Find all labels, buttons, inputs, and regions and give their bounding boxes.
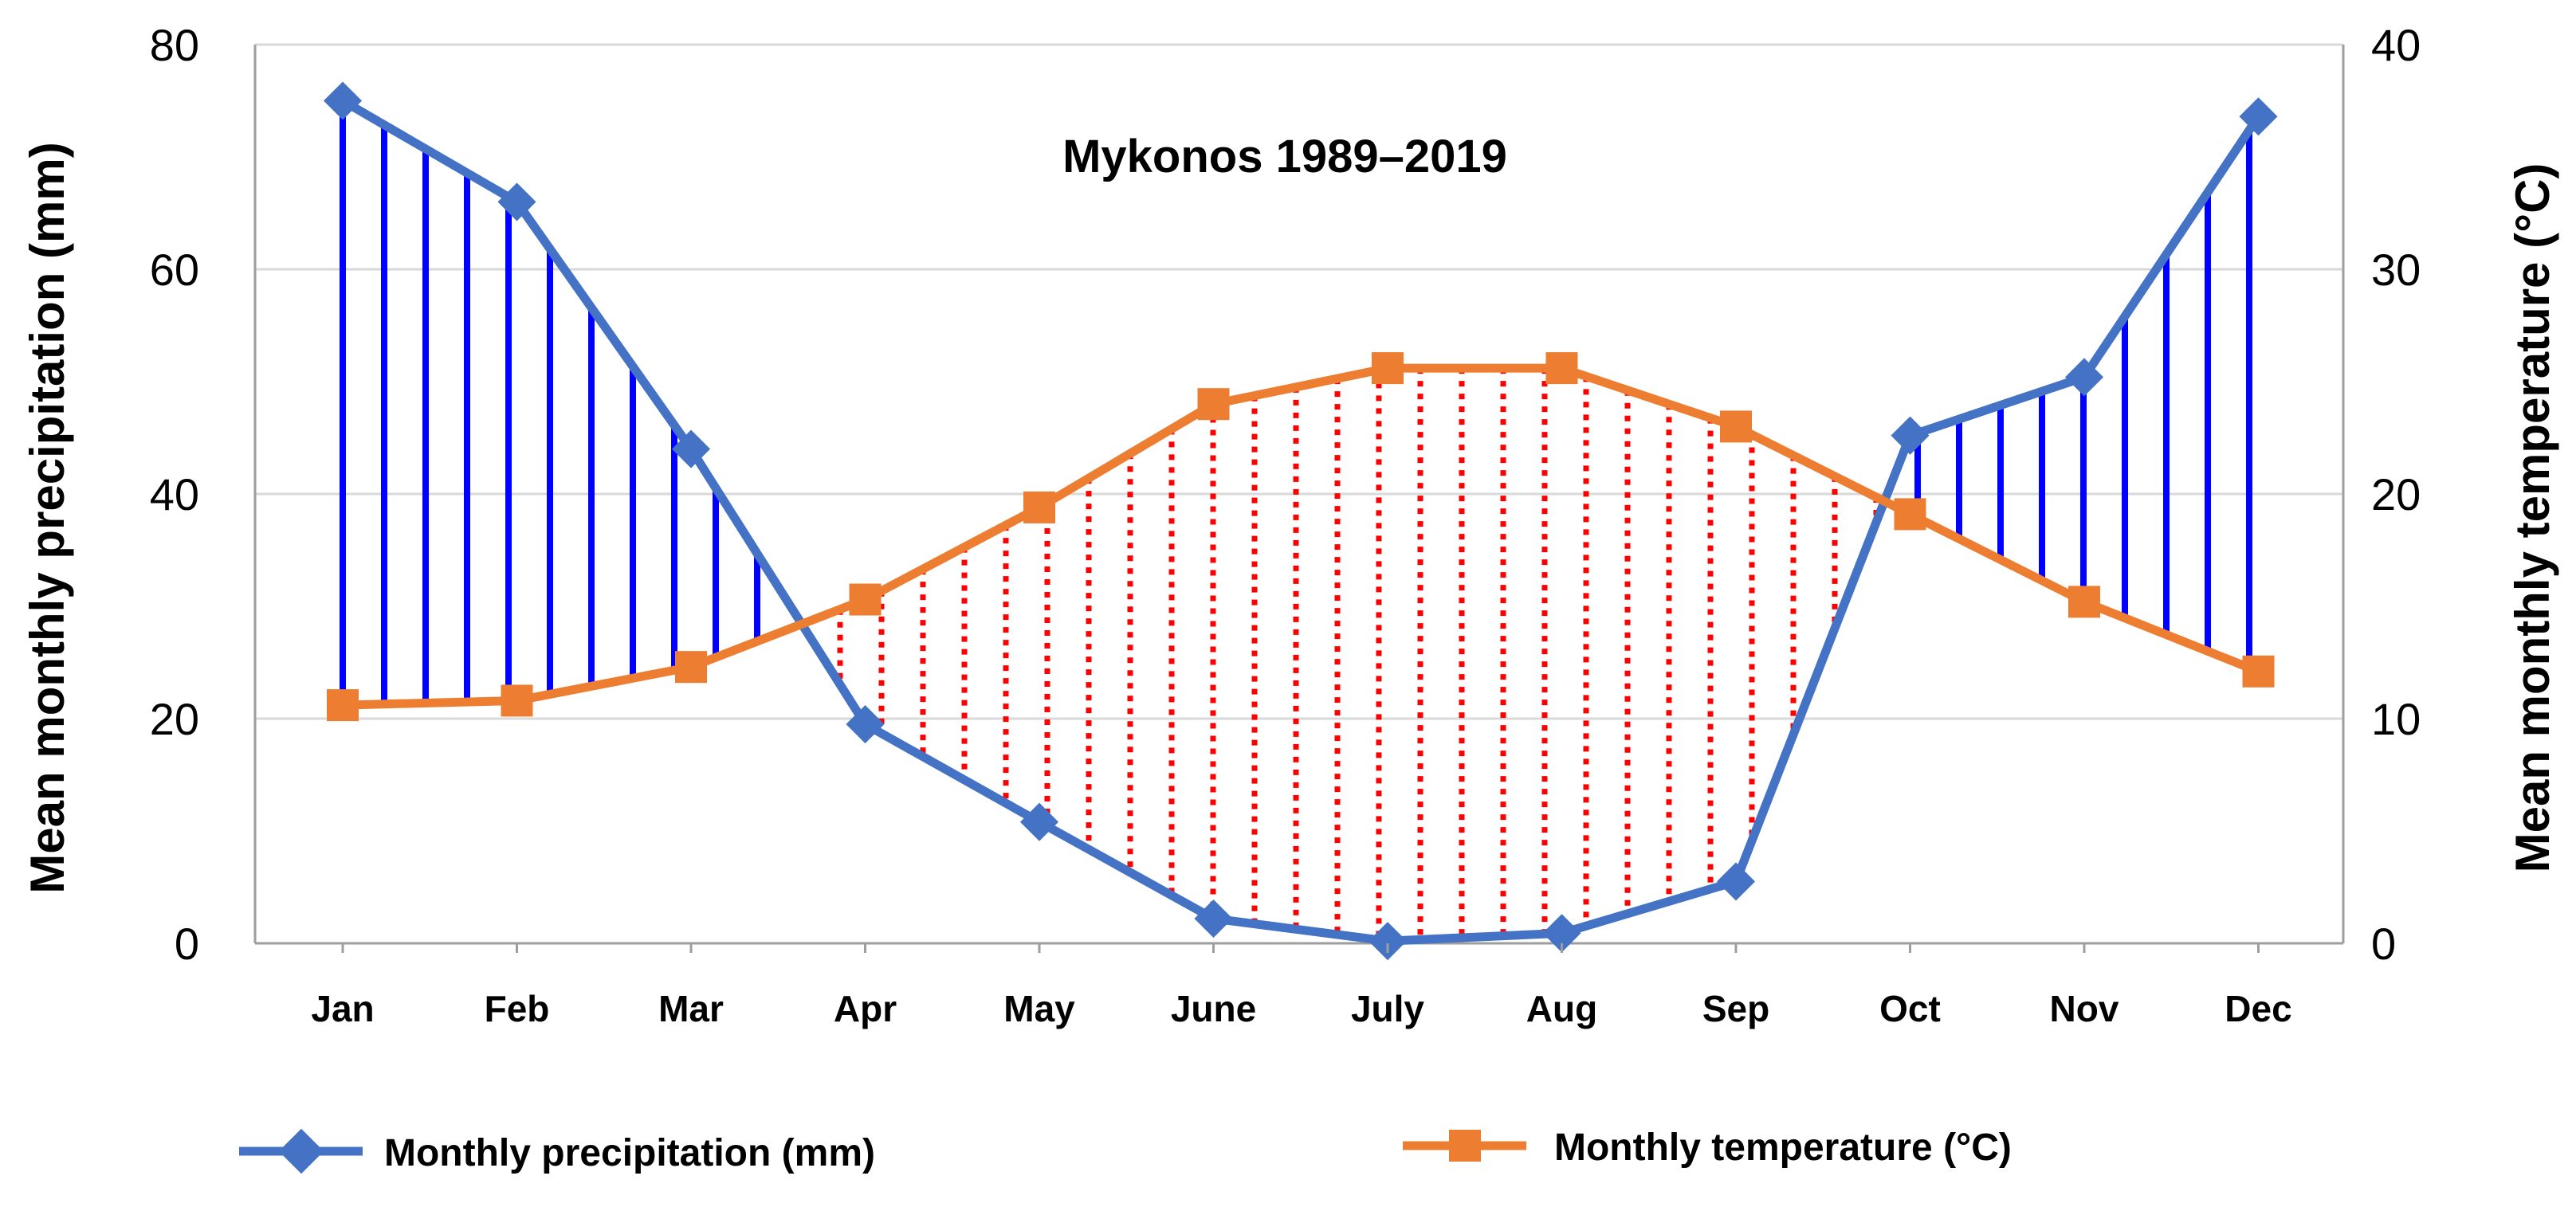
precipitation-point	[1716, 862, 1756, 901]
precipitation-point	[1194, 899, 1233, 939]
axes	[253, 45, 2345, 945]
right-tick-label: 30	[2371, 245, 2421, 295]
legend-diamond-marker	[278, 1128, 324, 1174]
series-markers	[323, 81, 2278, 961]
temperature-point	[1894, 498, 1926, 531]
x-tick-label: Aug	[1526, 988, 1597, 1029]
svg-text:Monthly temperature (°C): Monthly temperature (°C)	[1554, 1127, 2012, 1169]
x-tick-label: Oct	[1879, 988, 1941, 1029]
precipitation-point	[2239, 97, 2278, 136]
x-tick-label: Sep	[1702, 988, 1769, 1029]
x-tick-label: June	[1171, 988, 1256, 1029]
hatch-area	[340, 100, 2252, 940]
right-axis-title: Mean monthly temperature (°C)	[2506, 163, 2559, 873]
left-tick-label: 60	[150, 245, 199, 295]
temperature-point	[849, 583, 882, 616]
series-lines	[340, 96, 2263, 946]
right-tick-label: 10	[2371, 694, 2421, 744]
temperature-point	[2242, 655, 2275, 688]
left-axis-title: Mean monthly precipitation (mm)	[21, 142, 74, 893]
legend: Monthly precipitation (mm) Monthly tempe…	[239, 1127, 2012, 1174]
temperature-point	[327, 689, 359, 722]
legend-item-precipitation: Monthly precipitation (mm)	[239, 1128, 875, 1174]
gridlines	[255, 43, 2343, 720]
precipitation-point	[497, 182, 536, 221]
right-tick-label: 20	[2371, 469, 2421, 519]
left-axis-ticks: 0 20 40 60 80	[150, 20, 199, 969]
left-tick-label: 40	[150, 469, 199, 519]
x-tick-label: July	[1351, 988, 1424, 1029]
x-axis-ticks: Jan Feb Mar Apr May June July Aug Sep Oct Nov Dec	[311, 943, 2292, 1029]
precipitation-point	[2064, 358, 2104, 397]
legend-square-marker	[1449, 1130, 1481, 1162]
x-tick-label: Jan	[311, 988, 374, 1029]
x-tick-label: May	[1003, 988, 1075, 1029]
chart-title: Mykonos 1989–2019	[1062, 131, 1507, 182]
temperature-point	[1545, 352, 1578, 385]
temperature-point	[1720, 410, 1752, 443]
precipitation-point	[671, 429, 711, 468]
temperature-point	[501, 684, 533, 717]
right-tick-label: 40	[2371, 20, 2421, 70]
temperature-point	[1197, 388, 1230, 421]
svg-text:Monthly precipitation (mm): Monthly precipitation (mm)	[384, 1132, 875, 1174]
svg-text:Mean monthly precipitation (mm: Mean monthly precipitation (mm)	[21, 142, 74, 893]
right-axis-ticks: 0 10 20 30 40	[2371, 20, 2421, 969]
x-tick-label: Nov	[2050, 988, 2119, 1029]
left-tick-label: 80	[150, 20, 199, 70]
temperature-point	[675, 651, 707, 684]
temperature-line	[342, 363, 2260, 710]
x-tick-label: Apr	[834, 988, 897, 1029]
temperature-point	[2068, 586, 2100, 618]
precipitation-point	[1019, 802, 1059, 841]
precipitation-line	[340, 96, 2263, 946]
svg-text:Mean monthly temperature (°C): Mean monthly temperature (°C)	[2506, 163, 2559, 873]
left-tick-label: 0	[175, 919, 199, 969]
precipitation-point	[323, 81, 363, 120]
left-tick-label: 20	[150, 694, 199, 744]
temperature-point	[1372, 352, 1404, 385]
precipitation-point	[1368, 922, 1408, 961]
temperature-point	[1023, 491, 1055, 523]
x-tick-label: Dec	[2225, 988, 2291, 1029]
x-tick-label: Feb	[485, 988, 550, 1029]
right-tick-label: 0	[2371, 919, 2396, 969]
x-tick-label: Mar	[658, 988, 724, 1029]
legend-item-temperature: Monthly temperature (°C)	[1403, 1127, 2012, 1169]
precipitation-point	[1891, 416, 1930, 455]
